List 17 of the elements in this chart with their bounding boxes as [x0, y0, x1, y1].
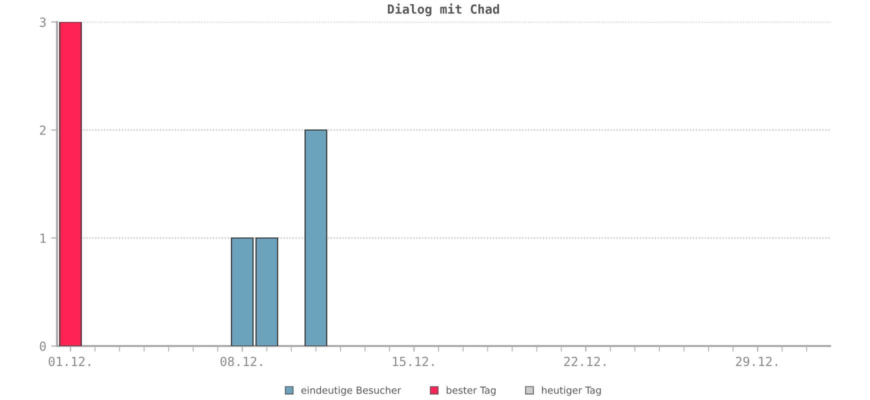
bar [59, 22, 82, 346]
y-tick-label: 1 [40, 234, 46, 243]
y-tick-label: 2 [40, 126, 46, 135]
bar [230, 237, 254, 346]
legend-label: heutiger Tag [542, 386, 601, 396]
chart-title: Dialog mit Chad [388, 4, 500, 16]
x-tick-label: 29.12. [736, 356, 778, 366]
x-tick-label: 15.12. [392, 356, 434, 366]
bar [255, 237, 278, 346]
legend-label: eindeutige Besucher [301, 386, 402, 396]
x-tick-label: 01.12. [48, 356, 90, 366]
y-tick-label: 3 [40, 18, 46, 27]
x-tick-label: 22.12. [564, 356, 606, 366]
bar [304, 129, 328, 346]
legend-label: bester Tag [446, 386, 496, 396]
y-tick-label: 0 [40, 342, 46, 351]
x-tick-label: 08.12. [220, 356, 262, 366]
